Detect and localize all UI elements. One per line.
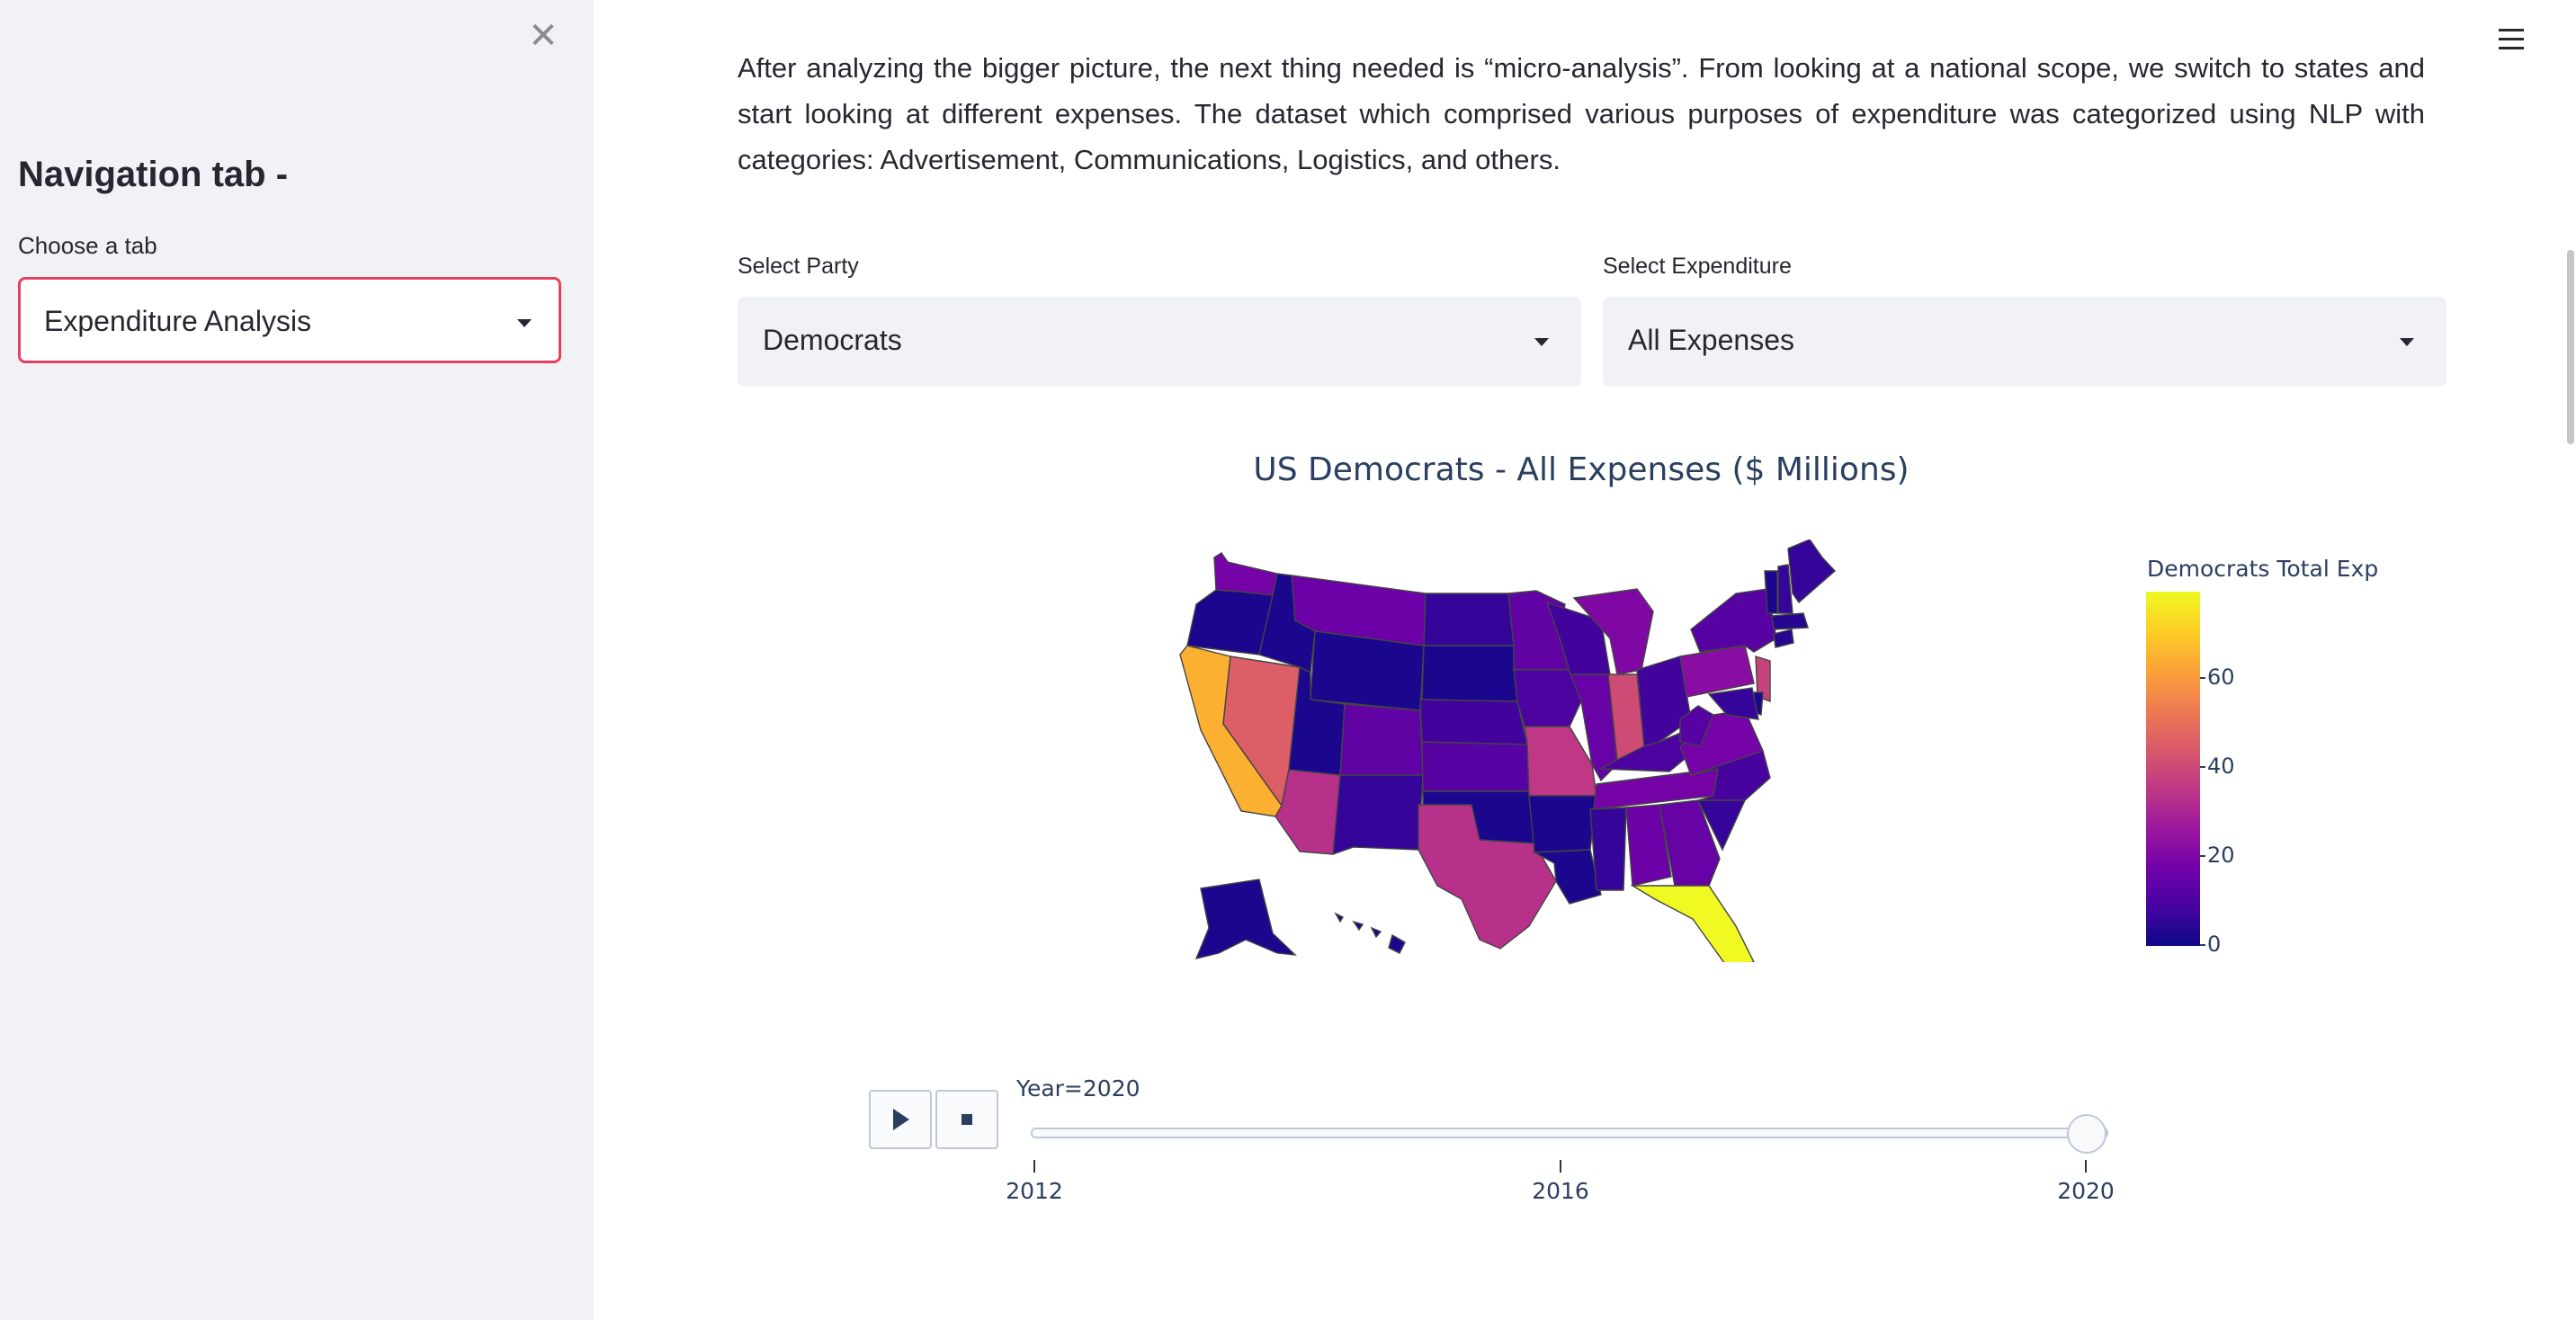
state-hi[interactable] xyxy=(1334,912,1406,954)
party-select-value: Democrats xyxy=(763,324,902,356)
state-ct[interactable] xyxy=(1773,629,1794,648)
chart-title: US Democrats - All Expenses ($ Millions) xyxy=(1253,451,1910,488)
state-tx[interactable] xyxy=(1418,804,1557,950)
colorbar-tick-40: 40 xyxy=(2200,754,2235,779)
state-vt[interactable] xyxy=(1764,570,1778,614)
party-select[interactable]: Democrats xyxy=(738,297,1581,387)
year-slider-rail[interactable] xyxy=(1031,1128,2108,1138)
frame-year-label: Year=2020 xyxy=(1016,1075,1140,1101)
tab-select-value: Expenditure Analysis xyxy=(44,305,312,337)
state-ak[interactable] xyxy=(1194,879,1297,960)
state-nh[interactable] xyxy=(1777,564,1793,614)
slider-tick-2016 xyxy=(1560,1160,1561,1173)
chevron-down-icon xyxy=(2400,338,2414,346)
chevron-down-icon xyxy=(517,319,532,327)
state-wy[interactable] xyxy=(1310,630,1425,711)
slider-label-2016[interactable]: 2016 xyxy=(1532,1178,1589,1204)
state-mo[interactable] xyxy=(1524,726,1597,797)
state-la[interactable] xyxy=(1532,849,1602,905)
state-md[interactable] xyxy=(1707,687,1759,720)
colorbar-title: Democrats Total Exp xyxy=(2147,556,2379,582)
state-oh[interactable] xyxy=(1636,656,1692,747)
slider-tick-2012 xyxy=(1033,1160,1035,1173)
colorbar xyxy=(2146,592,2200,946)
sidebar-title: Navigation tab - xyxy=(18,155,289,194)
main-menu-button[interactable] xyxy=(2495,22,2531,58)
close-sidebar-button[interactable]: ✕ xyxy=(523,16,563,56)
state-ny[interactable] xyxy=(1690,588,1777,653)
state-me[interactable] xyxy=(1787,540,1837,604)
state-ar[interactable] xyxy=(1528,795,1597,853)
state-sd[interactable] xyxy=(1421,645,1518,702)
year-slider-handle[interactable] xyxy=(2067,1114,2106,1154)
state-ks[interactable] xyxy=(1421,741,1530,792)
state-ms[interactable] xyxy=(1589,807,1627,891)
sidebar: ✕ Navigation tab - Choose a tab Expendit… xyxy=(0,0,594,1320)
tab-select[interactable]: Expenditure Analysis xyxy=(18,277,561,363)
state-co[interactable] xyxy=(1339,703,1424,776)
state-ma[interactable] xyxy=(1771,612,1809,630)
stop-icon xyxy=(962,1114,972,1125)
state-wv[interactable] xyxy=(1679,705,1714,747)
state-nj[interactable] xyxy=(1755,656,1771,702)
intro-paragraph: After analyzing the bigger picture, the … xyxy=(738,52,2425,175)
expenditure-select[interactable]: All Expenses xyxy=(1603,297,2446,387)
state-nc[interactable] xyxy=(1690,750,1771,801)
state-ne[interactable] xyxy=(1419,699,1528,745)
colorbar-tick-60: 60 xyxy=(2200,664,2235,690)
page-scrollbar[interactable] xyxy=(2567,250,2574,444)
state-nm[interactable] xyxy=(1332,774,1424,856)
slider-label-2012[interactable]: 2012 xyxy=(1006,1178,1063,1204)
state-ia[interactable] xyxy=(1513,669,1582,727)
expenditure-label: Select Expenditure xyxy=(1603,254,1792,279)
state-fl[interactable] xyxy=(1630,885,1755,962)
hamburger-menu-icon xyxy=(2499,29,2524,31)
state-al[interactable] xyxy=(1625,804,1672,887)
colorbar-tick-20: 20 xyxy=(2200,843,2235,868)
stop-button[interactable] xyxy=(935,1090,998,1149)
slider-tick-2020 xyxy=(2085,1160,2087,1173)
slider-label-2020[interactable]: 2020 xyxy=(2057,1178,2115,1204)
state-ga[interactable] xyxy=(1659,799,1721,887)
play-icon xyxy=(893,1109,909,1130)
state-ky[interactable] xyxy=(1598,727,1701,772)
party-label: Select Party xyxy=(738,254,859,279)
state-wa[interactable] xyxy=(1213,552,1278,596)
state-nd[interactable] xyxy=(1423,593,1515,647)
us-choropleth-map xyxy=(1179,540,1837,962)
chevron-down-icon xyxy=(1534,338,1549,346)
play-button[interactable] xyxy=(869,1090,932,1149)
colorbar-tick-0: 0 xyxy=(2199,932,2222,957)
expenditure-select-value: All Expenses xyxy=(1628,324,1794,356)
choose-tab-label: Choose a tab xyxy=(18,232,157,259)
close-icon: ✕ xyxy=(528,16,559,56)
state-or[interactable] xyxy=(1186,589,1274,656)
